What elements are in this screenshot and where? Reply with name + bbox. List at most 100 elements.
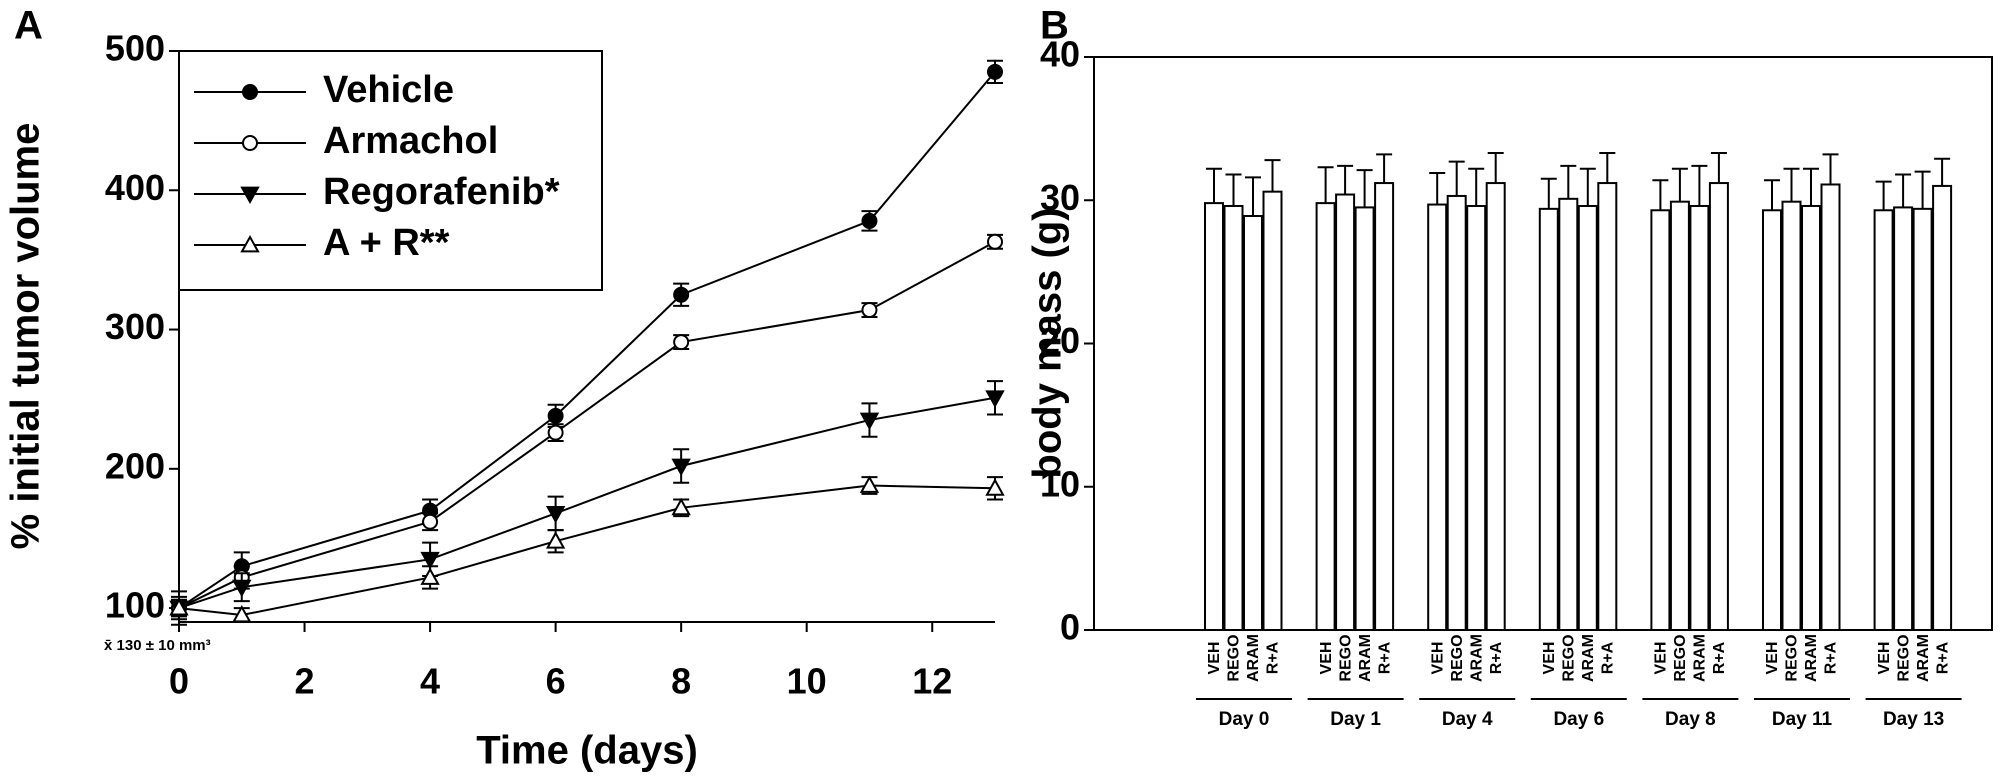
marker [987,233,1003,250]
bar [1558,197,1579,631]
marker [985,478,1005,496]
marker [232,579,252,598]
y-tick-label: 400 [105,167,165,208]
group-label: VEH [1876,642,1893,675]
bar [1485,182,1506,631]
bar [1262,190,1283,631]
error-bar [1783,167,1800,202]
x-tick-label: 2 [295,661,315,702]
error-bar [1487,151,1504,184]
group-label: R+A [1823,641,1840,674]
x-tick-label: Day 6 [1553,709,1604,730]
marker [240,186,260,205]
group-label: R+A [1934,641,1951,674]
group-label: REGO [1672,634,1689,681]
error-bar [1376,153,1393,184]
error-bar [1448,160,1465,196]
y-tick-label: 30 [1040,177,1080,218]
marker [861,212,878,229]
marker [671,458,691,477]
marker [420,551,440,570]
group-label: ARAM [1580,634,1597,682]
error-bar [1764,179,1780,211]
error-bar [1429,172,1446,205]
bar [1762,209,1782,631]
error-bar [1895,173,1912,208]
bar [1354,206,1375,631]
marker [420,567,440,585]
error-bar [1875,180,1892,211]
series-line [178,396,996,610]
error-bar [1560,164,1577,199]
error-bar [1803,167,1819,206]
bar [1446,194,1467,631]
error-bar [1599,151,1616,184]
y-tick-label: 20 [1040,320,1080,361]
series-line [178,240,996,609]
panel-label: B [1040,4,1069,48]
group-label: R+A [1265,641,1282,674]
marker [547,407,564,424]
x-tick-label: Day 11 [1772,709,1833,730]
marker [987,63,1003,80]
y-tick-label: 40 [1040,34,1080,75]
bar [1374,182,1395,631]
bar [1669,200,1690,631]
group-label: R+A [1711,641,1728,674]
marker [242,84,258,100]
error-bar [1579,167,1596,206]
marker [985,390,1005,408]
group-label: REGO [1895,634,1912,681]
bar [1538,207,1559,631]
group-label: VEH [1541,642,1558,675]
bar [1335,193,1356,632]
error-bar [1710,151,1727,184]
marker [169,598,189,616]
bar [1932,184,1953,632]
error-bar [1540,177,1557,209]
bar [1315,202,1336,632]
group-label: REGO [1784,634,1801,681]
bar [1873,209,1894,631]
marker [242,135,258,151]
marker [673,334,690,351]
x-tick-label: 4 [420,661,440,702]
bar [1577,204,1598,631]
legend-label: A + R** [323,222,450,264]
bar [1893,206,1914,631]
error-bar [1245,176,1261,217]
error-bar [1356,169,1373,208]
y-axis-label: % initial tumor volume [4,123,48,550]
error-bar [1317,166,1334,204]
x-tick-label: Day 13 [1883,709,1944,730]
error-bar [1914,170,1931,209]
error-bar [1225,173,1242,206]
bar [1427,203,1448,632]
marker [859,475,880,493]
group-label: ARAM [1357,634,1374,682]
group-label: VEH [1764,642,1781,675]
error-bar [1652,179,1669,211]
bar [1912,207,1933,631]
group-label: ARAM [1915,634,1932,682]
marker [671,497,691,516]
x-tick-label: 0 [169,661,189,702]
bar [1650,209,1671,631]
annotation: x̄ 130 ± 10 mm³ [104,637,211,654]
marker [547,424,564,441]
y-tick-label: 0 [1060,607,1080,648]
x-tick-label: Day 1 [1330,709,1381,730]
group-label: R+A [1600,641,1617,674]
group-label: REGO [1561,634,1578,681]
legend-label: Regorafenib* [323,171,560,213]
marker [673,286,690,303]
series-line [178,484,996,617]
marker [545,531,566,549]
error-bar [1822,153,1839,185]
error-bar [1337,164,1354,195]
error-bar [1264,159,1281,192]
marker [422,513,439,530]
bar [1243,215,1263,631]
x-tick-label: 6 [546,661,566,702]
group-label: REGO [1226,634,1243,681]
